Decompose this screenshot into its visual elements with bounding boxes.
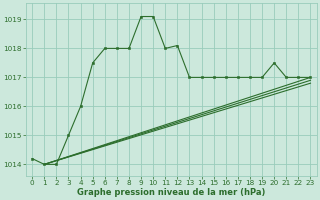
X-axis label: Graphe pression niveau de la mer (hPa): Graphe pression niveau de la mer (hPa) xyxy=(77,188,266,197)
